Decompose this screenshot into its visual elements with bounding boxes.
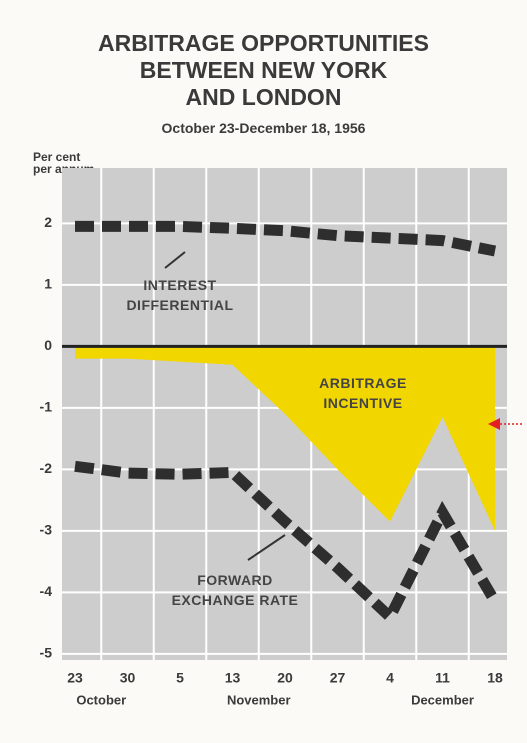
series-label: INTEREST DIFFERENTIAL — [126, 277, 234, 313]
y-tick-label: 1 — [44, 276, 52, 292]
y-tick-label: -1 — [40, 399, 53, 415]
month-label: November — [227, 692, 291, 707]
month-label: December — [411, 692, 474, 707]
month-label: October — [76, 692, 126, 707]
y-tick-label: -4 — [40, 583, 53, 599]
chart-title: ARBITRAGE OPPORTUNITIES BETWEEN NEW YORK… — [0, 30, 527, 111]
label-pointer — [164, 251, 186, 269]
y-tick-label: -2 — [40, 460, 53, 476]
x-tick-label: 23 — [67, 670, 83, 686]
series-label: ARBITRAGE INCENTIVE — [319, 375, 407, 411]
x-tick-label: 18 — [487, 670, 503, 686]
x-tick-label: 4 — [386, 670, 394, 686]
title-line: BETWEEN NEW YORK — [139, 57, 388, 83]
title-line: ARBITRAGE OPPORTUNITIES — [98, 30, 429, 56]
x-tick-label: 13 — [225, 670, 241, 686]
y-tick-label: 2 — [44, 214, 52, 230]
subtitle: October 23-December 18, 1956 — [161, 120, 366, 136]
title-line: AND LONDON — [185, 84, 342, 110]
pointer-arrow — [488, 418, 522, 430]
x-tick-label: 27 — [330, 670, 346, 686]
label-pointer — [247, 534, 286, 561]
series-line — [75, 220, 497, 257]
x-tick-label: 5 — [176, 670, 184, 686]
y-tick-label: -5 — [40, 645, 53, 661]
series-label: FORWARD EXCHANGE RATE — [171, 572, 299, 608]
series-area — [75, 346, 495, 531]
y-tick-label: -3 — [40, 522, 53, 538]
marks — [74, 220, 500, 626]
x-tick-label: 20 — [277, 670, 293, 686]
x-tick-label: 11 — [435, 670, 450, 686]
x-tick-label: 30 — [120, 670, 136, 686]
y-tick-label: 0 — [44, 337, 52, 353]
series-line — [74, 460, 500, 626]
